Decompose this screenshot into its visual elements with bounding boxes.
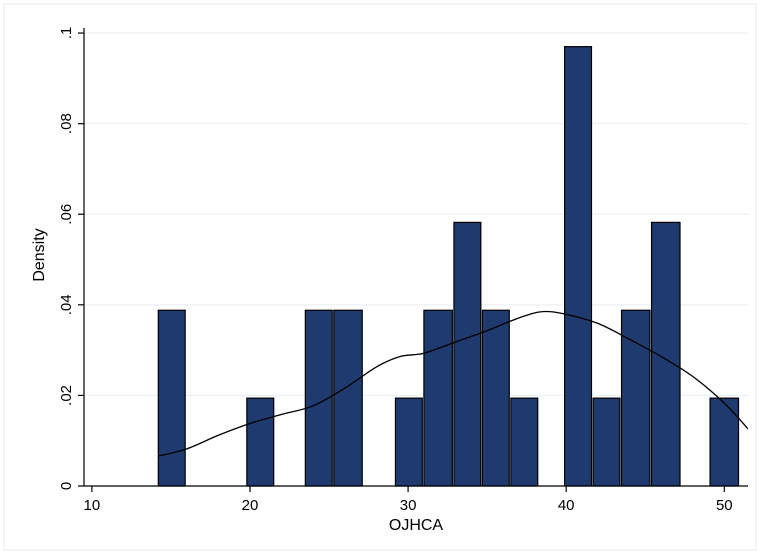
y-tick-label-1: .02 bbox=[58, 385, 75, 406]
histogram-bar-1 bbox=[157, 309, 186, 487]
histogram-bar-7 bbox=[453, 221, 482, 487]
histogram-bar-2 bbox=[246, 397, 275, 487]
x-tick-label-3: 40 bbox=[558, 497, 575, 514]
y-tick-label-5: .1 bbox=[58, 27, 75, 40]
histogram-bar-8 bbox=[481, 309, 510, 487]
histogram-bar-4 bbox=[333, 309, 363, 487]
histogram-bars bbox=[157, 46, 740, 487]
axes bbox=[78, 28, 748, 492]
y-axis-title: Density bbox=[31, 228, 48, 281]
density-curve-layer bbox=[158, 310, 748, 457]
histogram-bar-10 bbox=[564, 46, 593, 487]
histogram-bar-5 bbox=[394, 397, 423, 487]
histogram-bar-11 bbox=[592, 397, 621, 487]
y-tick-label-0: 0 bbox=[58, 482, 75, 490]
kernel-density-curve bbox=[158, 310, 748, 457]
histogram-bar-9 bbox=[510, 397, 539, 487]
x-tick-label-4: 50 bbox=[716, 497, 733, 514]
tick-labels: 0 .02 .04 .06 .08 .1 10 20 30 40 50 bbox=[58, 27, 733, 514]
histogram-bar-6 bbox=[423, 309, 453, 487]
graph-frame bbox=[3, 3, 757, 551]
x-axis-title: OJHCA bbox=[389, 517, 444, 534]
histogram-bar-12 bbox=[620, 309, 651, 487]
y-tick-label-2: .04 bbox=[58, 294, 75, 315]
histogram-bar-14 bbox=[709, 397, 740, 487]
x-tick-label-1: 20 bbox=[242, 497, 259, 514]
x-tick-label-0: 10 bbox=[84, 497, 101, 514]
y-tick-label-4: .08 bbox=[58, 113, 75, 134]
y-tick-label-3: .06 bbox=[58, 204, 75, 225]
x-tick-label-2: 30 bbox=[400, 497, 417, 514]
